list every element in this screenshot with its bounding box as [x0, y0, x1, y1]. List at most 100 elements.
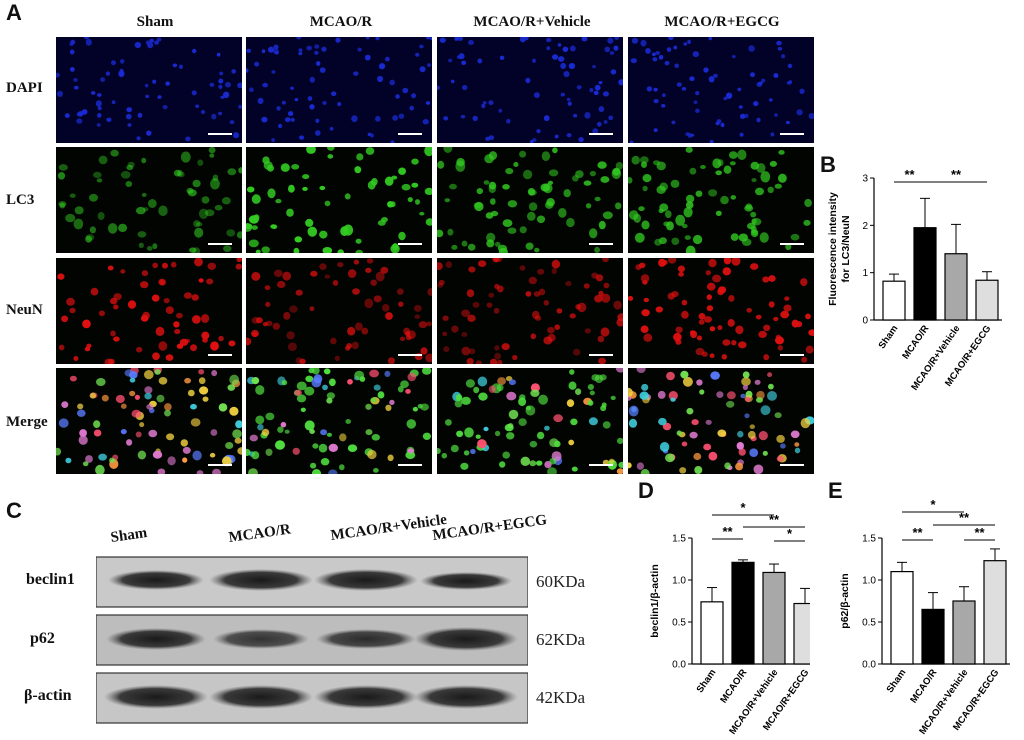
y-tick-label: 0.5	[672, 618, 686, 629]
bar-0	[882, 280, 906, 321]
wb-band-p62-vehicle	[316, 629, 416, 649]
x-tick-label-1: MCAO/R	[718, 667, 749, 705]
significance-mark-3: *	[787, 526, 793, 541]
micro-col-header-sham: Sham	[136, 14, 174, 30]
micro-row-header-lc3: LC3	[6, 192, 35, 208]
panel-label-b: B	[820, 152, 836, 177]
bar-2	[952, 600, 976, 665]
wb-band-beclin1-egcg	[420, 572, 512, 590]
x-tick-label-1: MCAO/R	[908, 667, 939, 705]
micro-tile-dapi-vehicle	[437, 37, 623, 143]
scale-bar	[208, 133, 232, 135]
y-tick-label: 1	[862, 268, 868, 279]
scale-bar	[398, 464, 422, 466]
bar-1	[921, 608, 945, 665]
micro-tile-lc3-vehicle	[437, 147, 623, 253]
significance-mark-0: *	[740, 500, 746, 515]
bar-0	[890, 570, 914, 665]
wb-band-p62-egcg	[414, 627, 518, 651]
wb-col-label-egcg: MCAO/R+EGCG	[431, 512, 548, 545]
scale-bar	[780, 133, 804, 135]
y-tick-label: 0	[862, 316, 868, 327]
wb-col-label-mcao: MCAO/R	[227, 521, 292, 547]
wb-col-label-sham: Sham	[109, 525, 149, 547]
x-tick-label-1: MCAO/R	[900, 323, 931, 361]
micro-tile-merge-vehicle	[437, 368, 623, 474]
wb-band-p62-mcao	[213, 629, 309, 649]
bar-1	[731, 561, 755, 665]
micro-row-header-neun: NeuN	[6, 302, 43, 318]
wb-kda-p62: 62KDa	[536, 630, 586, 649]
chart-b-lc3-neun: 0 1 2 3 Fluorescence intensity for LC3/NeuN Sh…	[827, 170, 1002, 393]
wb-band-label-beclin1: beclin1	[26, 571, 75, 588]
x-tick-label-0: Sham	[885, 667, 909, 695]
significance-mark-2: **	[959, 510, 970, 525]
western-blot	[96, 556, 528, 724]
bar-3	[793, 602, 810, 665]
scale-bar	[208, 243, 232, 245]
scale-bar	[589, 133, 613, 135]
micro-row-header-merge: Merge	[6, 414, 48, 430]
micro-tile-merge-mcao	[246, 368, 432, 474]
wb-band-label-actin: β-actin	[24, 687, 72, 704]
wb-kda-beclin1: 60KDa	[536, 572, 586, 591]
micro-tile-dapi-egcg	[628, 37, 814, 143]
scale-bar	[398, 243, 422, 245]
bar-3	[983, 560, 1007, 665]
wb-col-label-vehicle: MCAO/R+Vehicle	[329, 511, 448, 545]
wb-band-actin-vehicle	[314, 685, 418, 709]
micro-tile-merge-sham	[56, 368, 242, 474]
micro-col-header-mcao: MCAO/R	[309, 14, 373, 30]
significance-mark-0: *	[930, 497, 936, 512]
wb-band-actin-mcao	[209, 685, 313, 709]
scale-bar	[780, 464, 804, 466]
x-tick-label-0: Sham	[695, 667, 719, 695]
x-tick-label-0: Sham	[877, 323, 901, 351]
scale-bar	[589, 243, 613, 245]
scale-bar	[208, 354, 232, 356]
y-tick-label: 1.5	[862, 534, 876, 545]
micro-tile-neun-vehicle	[437, 258, 623, 364]
micro-tile-merge-egcg	[628, 368, 814, 474]
y-tick-label: 1.0	[672, 576, 686, 587]
y-axis-label: beclin1/β-actin	[649, 564, 661, 638]
bar-2	[944, 253, 968, 321]
y-axis-label: Fluorescence intensity	[827, 192, 839, 306]
scale-bar	[589, 354, 613, 356]
y-tick-label: 1.0	[862, 576, 876, 587]
significance-mark-3: **	[974, 525, 985, 540]
wb-band-actin-egcg	[414, 685, 518, 709]
micro-row-header-dapi: DAPI	[6, 80, 43, 96]
micro-tile-neun-mcao	[246, 258, 432, 364]
micro-tile-lc3-mcao	[246, 147, 432, 253]
wb-band-beclin1-sham	[108, 570, 204, 590]
bar-0	[700, 601, 724, 665]
significance-mark-1: **	[722, 524, 733, 539]
y-tick-label: 0.0	[672, 660, 686, 671]
wb-band-beclin1-mcao	[209, 569, 313, 591]
y-tick-label: 0.0	[862, 660, 876, 671]
panel-label-e: E	[828, 478, 843, 503]
y-tick-label: 1.5	[672, 534, 686, 545]
scale-bar	[780, 243, 804, 245]
micro-tile-lc3-egcg	[628, 147, 814, 253]
significance-mark-2: **	[769, 512, 780, 527]
y-axis-label-line2: for LC3/NeuN	[840, 215, 852, 282]
scale-bar	[780, 354, 804, 356]
wb-kda-actin: 42KDa	[536, 688, 586, 707]
y-axis-label: p62/β-actin	[839, 573, 851, 628]
wb-band-beclin1-vehicle	[314, 569, 418, 591]
panel-label-c: C	[6, 498, 22, 523]
micro-tile-neun-sham	[56, 258, 242, 364]
significance-mark-1: **	[951, 170, 962, 182]
significance-mark-0: **	[904, 170, 915, 182]
micro-col-header-vehicle: MCAO/R+Vehicle	[473, 14, 591, 30]
wb-band-actin-sham	[104, 685, 208, 709]
panel-label-a: A	[6, 0, 22, 25]
y-tick-label: 3	[862, 174, 868, 185]
micro-tile-lc3-sham	[56, 147, 242, 253]
y-tick-label: 2	[862, 221, 868, 232]
bar-3	[975, 279, 999, 321]
